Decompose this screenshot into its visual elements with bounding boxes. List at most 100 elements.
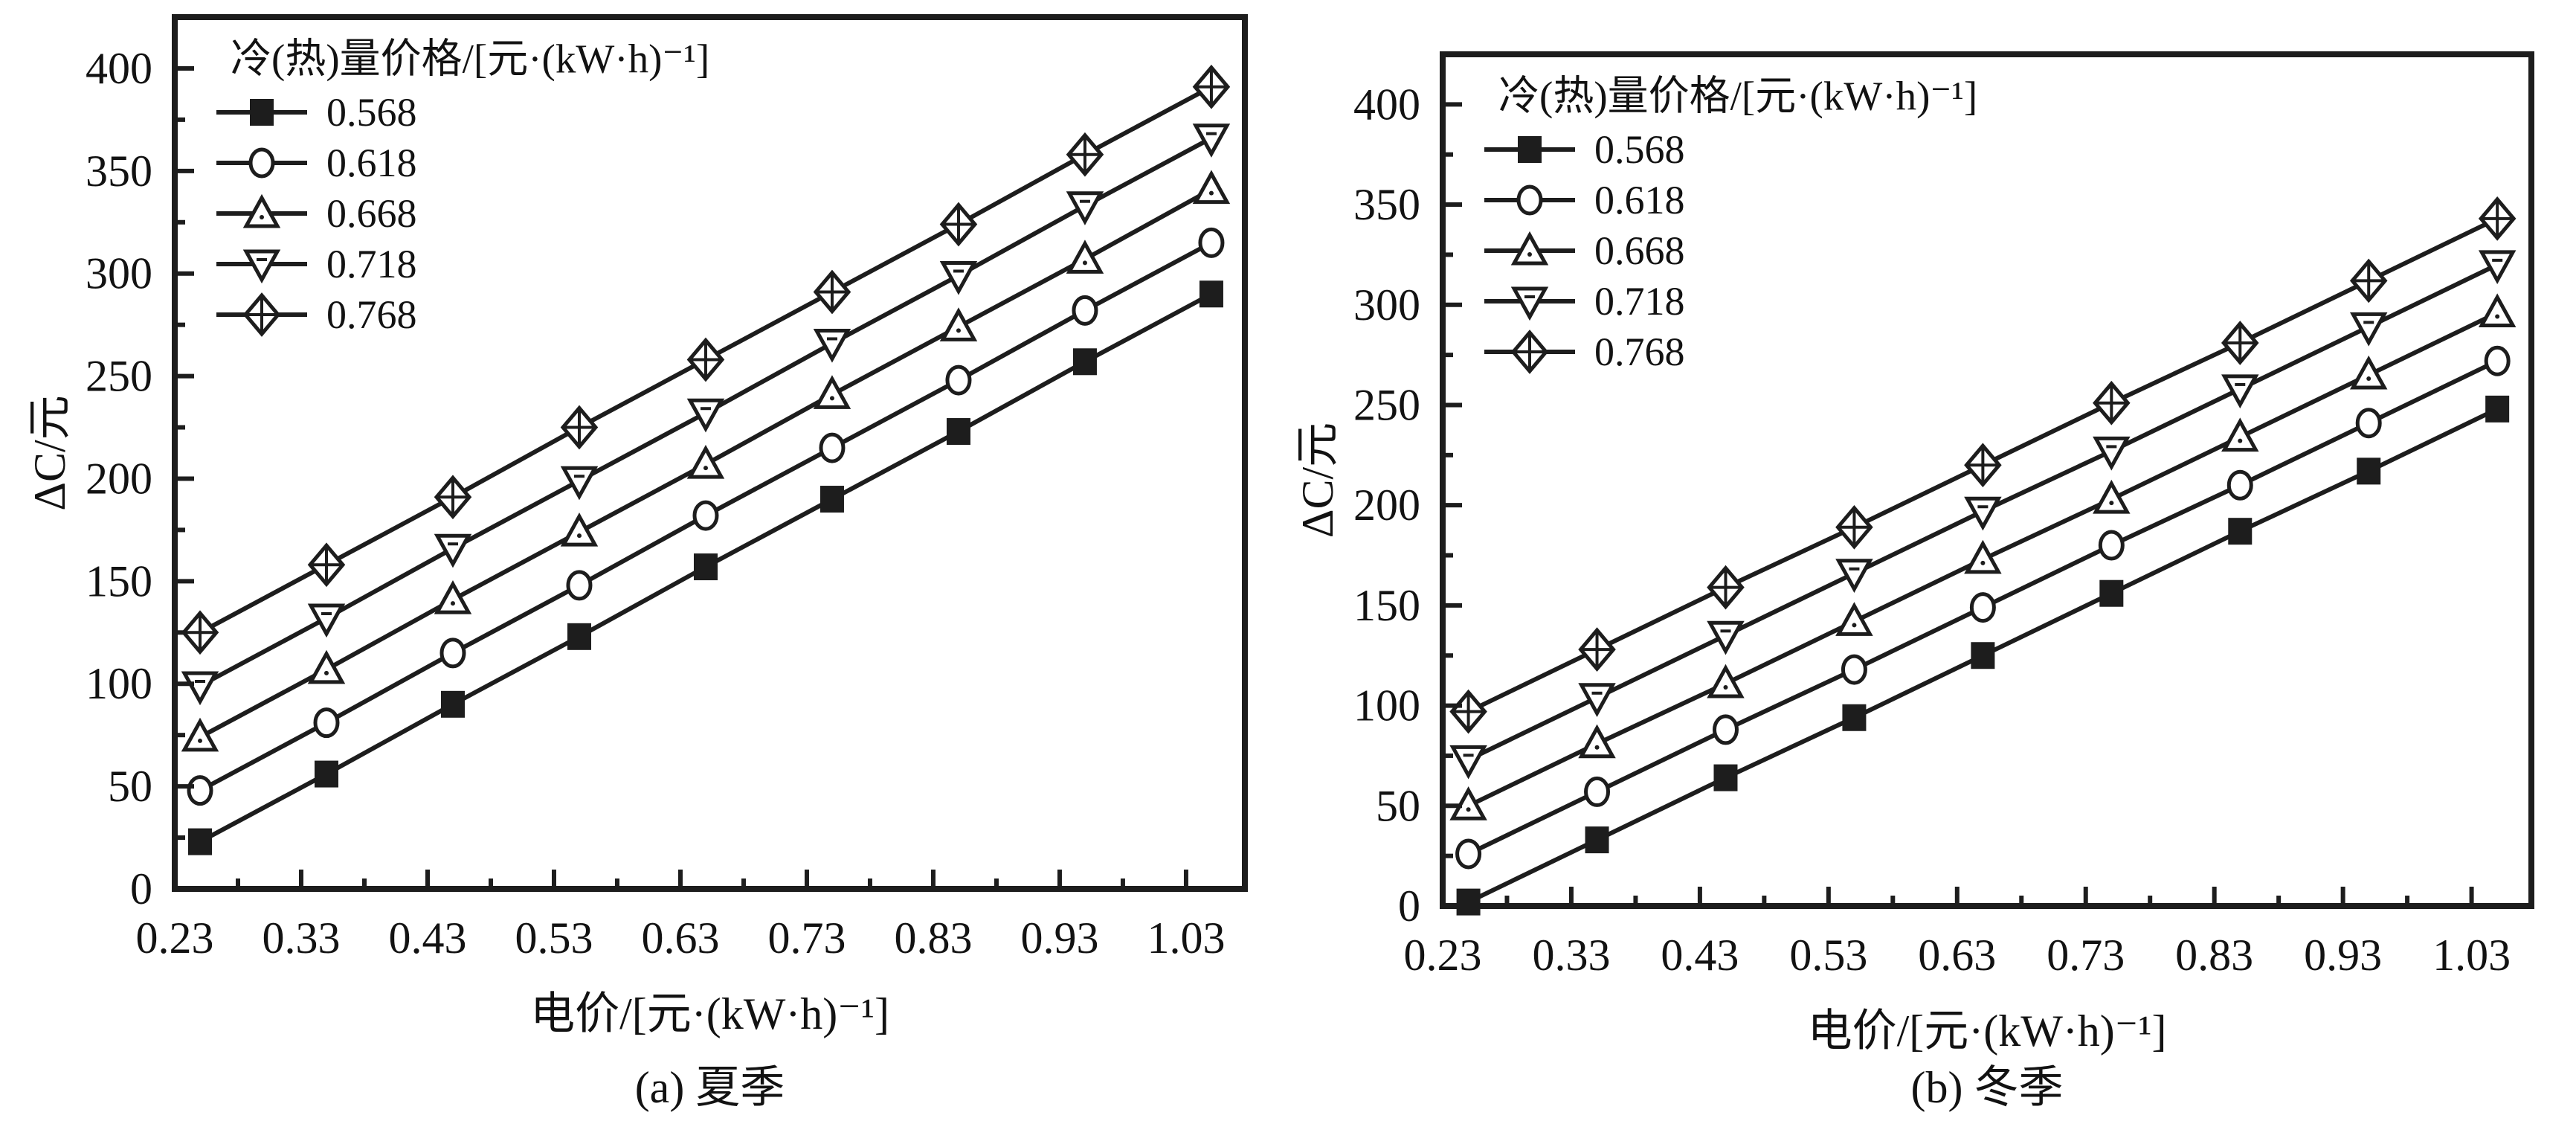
data-point-0.568 (1199, 280, 1223, 308)
x-tick-label: 0.33 (1532, 931, 1610, 980)
legend-marker-0.618 (248, 147, 275, 179)
data-point-0.618 (1712, 714, 1739, 745)
x-axis-title: 电价/[元·(kW·h)⁻¹] (1808, 1006, 2167, 1056)
legend-item-label: 0.568 (1594, 127, 1685, 172)
x-tick-label: 0.53 (515, 913, 593, 963)
data-point-0.668 (560, 513, 599, 547)
legend-marker-0.668 (242, 193, 281, 228)
x-tick-label: 0.63 (1918, 931, 1996, 980)
data-point-0.668 (307, 649, 346, 684)
data-point-0.718 (560, 466, 599, 501)
data-point-0.568 (1842, 704, 1867, 731)
data-point-0.718 (1066, 191, 1104, 225)
x-tick-label: 1.03 (2432, 931, 2511, 980)
y-tick-label: 250 (1353, 380, 1420, 429)
legend-marker-0.568 (1518, 136, 1542, 163)
marker-center-dot (1208, 190, 1214, 196)
y-tick-label: 200 (1353, 481, 1420, 530)
y-tick-label: 350 (86, 147, 152, 196)
y-tick-label: 0 (130, 864, 152, 913)
data-point-0.618 (1584, 776, 1611, 807)
y-tick-label: 50 (1376, 781, 1420, 830)
x-tick-label: 0.23 (1404, 931, 1482, 980)
data-point-0.568 (1585, 826, 1609, 854)
data-point-0.718 (1707, 620, 1745, 655)
data-point-0.568 (1971, 642, 1995, 669)
data-point-0.718 (2221, 374, 2259, 409)
y-tick-label: 400 (86, 44, 152, 93)
data-point-0.618 (439, 637, 466, 669)
data-point-0.668 (813, 375, 851, 409)
data-point-0.618 (2355, 408, 2382, 439)
data-point-0.668 (2349, 355, 2388, 390)
y-tick-label: 50 (108, 762, 152, 811)
marker-center-dot (323, 670, 329, 675)
legend-item-label: 0.568 (326, 90, 417, 135)
data-point-0.618 (2226, 469, 2253, 501)
legend-item-label: 0.618 (1594, 178, 1685, 222)
data-point-0.668 (1066, 240, 1104, 274)
data-point-0.718 (307, 603, 346, 638)
data-point-0.568 (693, 553, 718, 581)
marker-center-dot (260, 215, 264, 219)
data-point-0.668 (2221, 417, 2259, 452)
data-point-0.668 (1964, 539, 2002, 574)
legend-item-label: 0.718 (326, 242, 417, 286)
data-point-0.618 (313, 707, 340, 739)
x-tick-label: 0.73 (767, 913, 846, 963)
data-point-0.718 (181, 671, 219, 706)
data-point-0.668 (1707, 664, 1745, 698)
data-point-0.618 (1455, 838, 1482, 870)
legend-title: 冷(热)量价格/[元·(kW·h)⁻¹] (231, 36, 709, 82)
data-point-0.718 (2478, 250, 2517, 285)
x-tick-label: 0.93 (1020, 913, 1098, 963)
data-point-0.668 (939, 307, 978, 341)
legend-marker-0.568 (250, 99, 274, 126)
x-tick-label: 1.03 (1147, 913, 1225, 963)
data-point-0.668 (2093, 479, 2131, 514)
marker-center-dot (1527, 252, 1532, 257)
y-tick-label: 0 (1398, 881, 1420, 931)
subplot-caption: (a) 夏季 (635, 1063, 785, 1112)
data-point-0.618 (819, 432, 846, 463)
data-point-0.568 (1713, 764, 1738, 791)
data-point-0.618 (1841, 654, 1867, 685)
data-point-0.718 (813, 328, 851, 363)
data-point-0.618 (1198, 227, 1225, 258)
marker-center-dot (1082, 260, 1087, 266)
x-tick-label: 0.93 (2304, 931, 2382, 980)
marker-center-dot (2238, 438, 2243, 443)
data-point-0.568 (2099, 579, 2124, 607)
y-tick-label: 400 (1353, 80, 1420, 129)
plot-frame (172, 14, 1248, 892)
data-point-0.568 (946, 418, 970, 446)
y-axis-title: ΔC/元 (25, 395, 74, 510)
data-point-0.718 (434, 533, 472, 568)
y-tick-label: 300 (86, 249, 152, 298)
data-point-0.718 (1964, 496, 2002, 531)
data-point-0.668 (1192, 170, 1231, 205)
x-tick-label: 0.83 (2175, 931, 2253, 980)
data-point-0.618 (1969, 592, 1996, 623)
legend-marker-0.718 (1510, 286, 1549, 321)
data-point-0.718 (939, 260, 978, 295)
panel-winter: 0.23 0.33 0.43 0.53 0.63 0.73 0.83 0.93 1.03 0 50 1… (1293, 51, 2534, 1112)
x-tick-label: 0.73 (2047, 931, 2125, 980)
legend-item-label: 0.768 (1594, 330, 1685, 374)
panel-summer: 0.23 0.33 0.43 0.53 0.63 0.73 0.83 0.93 1.03 0 50 1… (25, 14, 1248, 1112)
y-tick-label: 100 (1353, 681, 1420, 730)
marker-center-dot (1466, 807, 1471, 812)
y-tick-label: 350 (1353, 180, 1420, 229)
data-point-0.668 (434, 580, 472, 614)
x-tick-label: 0.33 (262, 913, 340, 963)
marker-center-dot (1852, 623, 1857, 628)
marker-center-dot (450, 601, 455, 606)
y-tick-label: 150 (86, 556, 152, 606)
marker-center-dot (2109, 501, 2114, 506)
y-tick-label: 200 (86, 454, 152, 503)
data-point-0.568 (2485, 395, 2510, 423)
marker-center-dot (2366, 376, 2371, 382)
data-point-0.718 (1578, 683, 1616, 717)
